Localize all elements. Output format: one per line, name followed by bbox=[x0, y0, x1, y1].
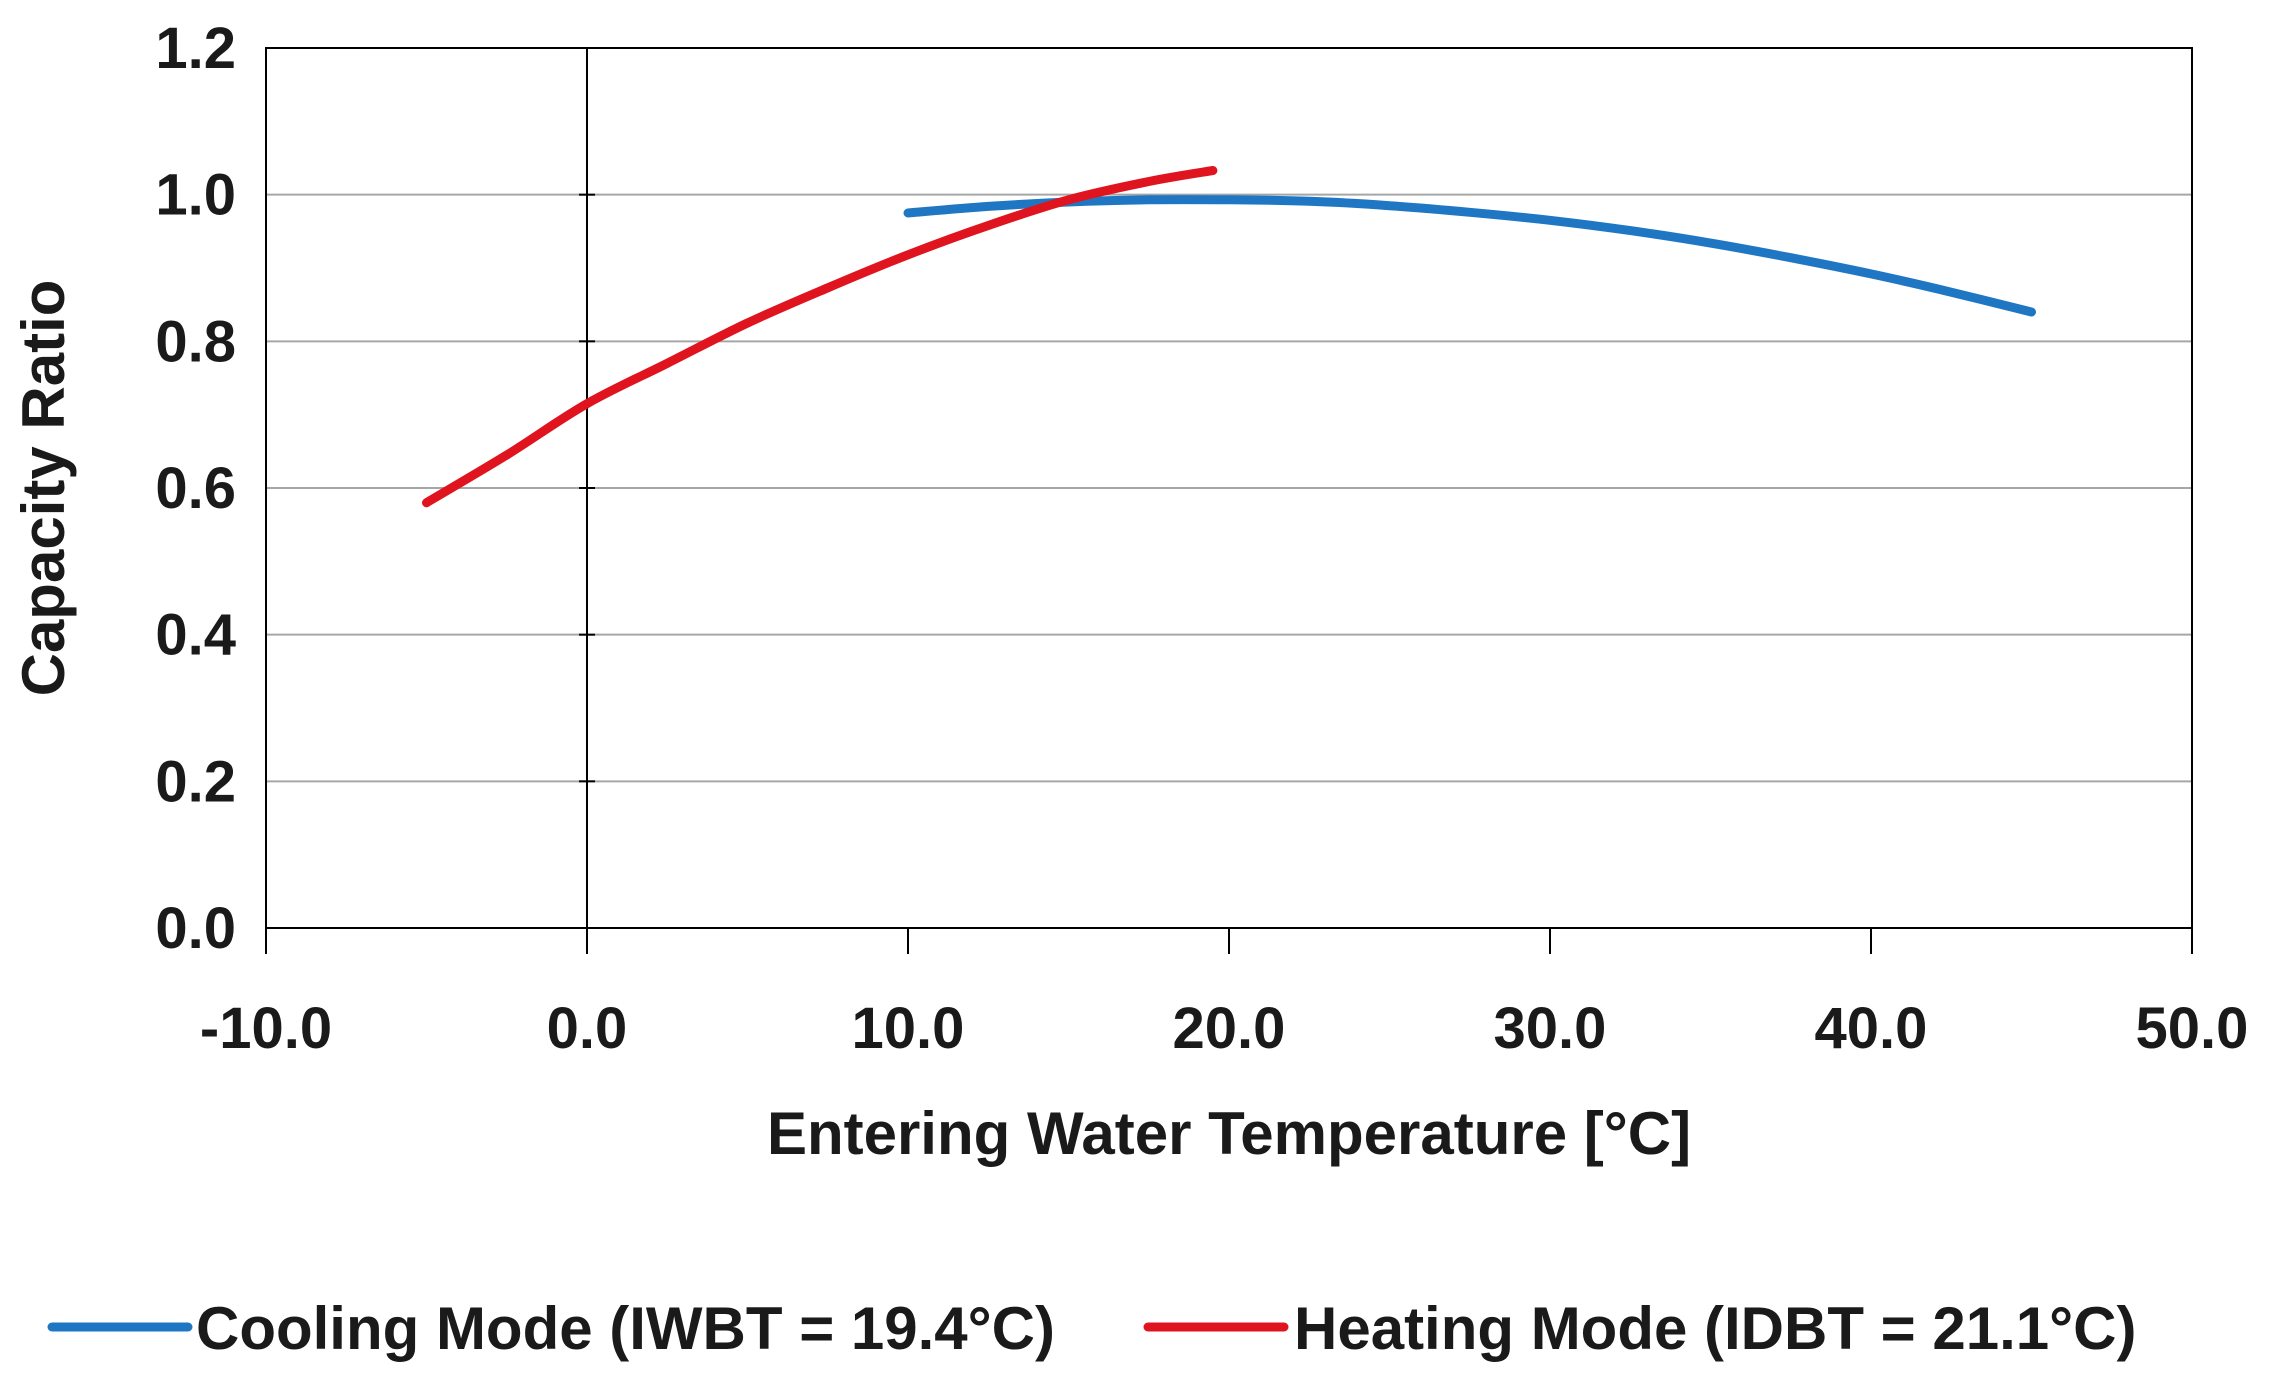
x-tick-label: 20.0 bbox=[1173, 996, 1286, 1061]
y-tick-label: 0.8 bbox=[155, 309, 236, 374]
y-tick-label: 1.0 bbox=[155, 163, 236, 228]
y-tick-label: 0.2 bbox=[155, 749, 236, 814]
legend: Cooling Mode (IWBT = 19.4°C) Heating Mod… bbox=[47, 1295, 2136, 1362]
tick-labels: 0.0 0.2 0.4 0.6 0.8 1.0 1.2 -10.0 0.0 10.0 20.0 30.… bbox=[155, 16, 2248, 1061]
y-tick-label: 0.0 bbox=[155, 896, 236, 961]
x-tick-label: 10.0 bbox=[852, 996, 965, 1061]
legend-label-heating: Heating Mode (IDBT = 21.1°C) bbox=[1294, 1295, 2136, 1362]
x-tick-label: -10.0 bbox=[200, 996, 332, 1061]
x-tick-label: 0.0 bbox=[547, 996, 628, 1061]
x-axis-title: Entering Water Temperature [°C] bbox=[767, 1100, 1691, 1167]
x-tick-label: 30.0 bbox=[1494, 996, 1607, 1061]
series-line-cooling bbox=[903, 195, 2036, 317]
y-tick-label: 0.6 bbox=[155, 456, 236, 521]
y-tick-label: 1.2 bbox=[155, 16, 236, 81]
x-tick-label: 40.0 bbox=[1815, 996, 1928, 1061]
series-line-heating bbox=[422, 166, 1218, 508]
y-tick-label: 0.4 bbox=[155, 603, 236, 668]
axis-ticks bbox=[265, 47, 2193, 954]
x-tick-label: 50.0 bbox=[2136, 996, 2249, 1061]
grid-lines bbox=[266, 48, 2192, 928]
y-axis-title: Capacity Ratio bbox=[10, 280, 77, 697]
series-lines bbox=[422, 166, 2036, 508]
legend-label-cooling: Cooling Mode (IWBT = 19.4°C) bbox=[196, 1295, 1055, 1362]
